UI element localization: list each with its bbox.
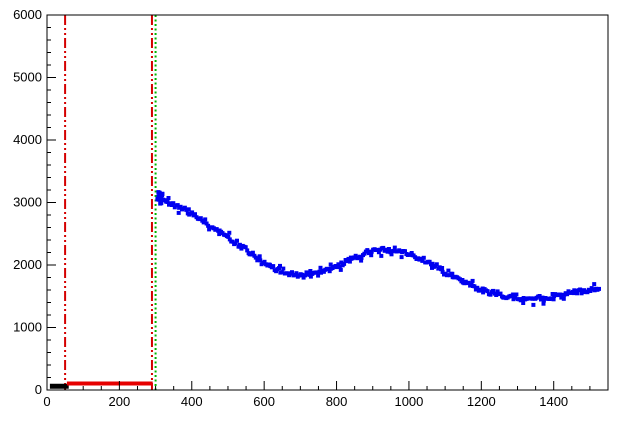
y-tick-label: 0	[35, 382, 42, 397]
y-tick-label: 1000	[13, 320, 42, 335]
y-tick-label: 4000	[13, 132, 42, 147]
series-signal-band	[155, 190, 601, 307]
x-tick-label: 0	[43, 394, 50, 409]
x-tick-label: 1200	[467, 394, 496, 409]
x-tick-label: 600	[253, 394, 275, 409]
x-tick-label: 800	[326, 394, 348, 409]
y-tick-label: 2000	[13, 257, 42, 272]
x-tick-label: 1000	[394, 394, 423, 409]
y-tick-label: 3000	[13, 195, 42, 210]
x-tick-label: 400	[181, 394, 203, 409]
y-tick-label: 6000	[13, 7, 42, 22]
y-tick-label: 5000	[13, 70, 42, 85]
x-tick-label: 200	[109, 394, 131, 409]
x-tick-label: 1400	[539, 394, 568, 409]
